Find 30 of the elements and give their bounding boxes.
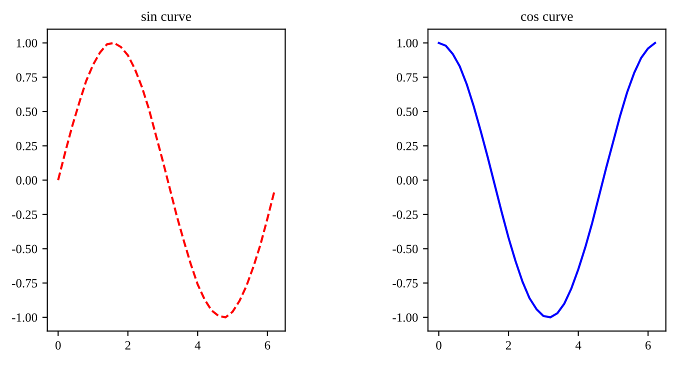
- y-tick-label: -0.25: [392, 210, 418, 219]
- y-tick-label: -0.50: [392, 244, 418, 254]
- chart-title: cos curve: [521, 14, 573, 22]
- y-tick-label: 0.75: [396, 73, 418, 82]
- y-tick-label: 1.00: [397, 38, 418, 48]
- y-tick-label: 0.50: [396, 108, 418, 116]
- y-tick-label: -0.50: [12, 244, 38, 254]
- y-tick-label: 0.25: [16, 142, 38, 150]
- y-tick-label: -0.25: [12, 210, 38, 219]
- y-tick-label: 1.00: [16, 38, 38, 48]
- y-tick-label: 0.50: [16, 108, 38, 116]
- y-tick-label: 0.00: [396, 176, 418, 185]
- y-tick-label: -1.00: [392, 313, 418, 322]
- y-tick-label: -1.00: [12, 313, 38, 322]
- chart-title: sin curve: [142, 12, 192, 22]
- x-tick-label: 6: [645, 341, 651, 350]
- line-series: [57, 42, 276, 318]
- line-series: [438, 42, 656, 318]
- x-tick-label: 0: [436, 341, 442, 350]
- x-tick-label: 4: [575, 341, 582, 350]
- x-tick-label: 2: [125, 341, 130, 350]
- y-tick-label: 0.75: [16, 73, 38, 82]
- y-tick-label: 0.00: [16, 176, 38, 185]
- y-tick-label: 0.25: [396, 142, 418, 150]
- y-tick-label: -0.75: [12, 279, 38, 288]
- x-tick-label: 2: [506, 341, 511, 350]
- x-tick-label: 4: [194, 341, 201, 350]
- y-tick-label: -0.75: [392, 279, 418, 288]
- x-tick-label: 0: [55, 341, 61, 350]
- x-tick-label: 6: [264, 341, 270, 350]
